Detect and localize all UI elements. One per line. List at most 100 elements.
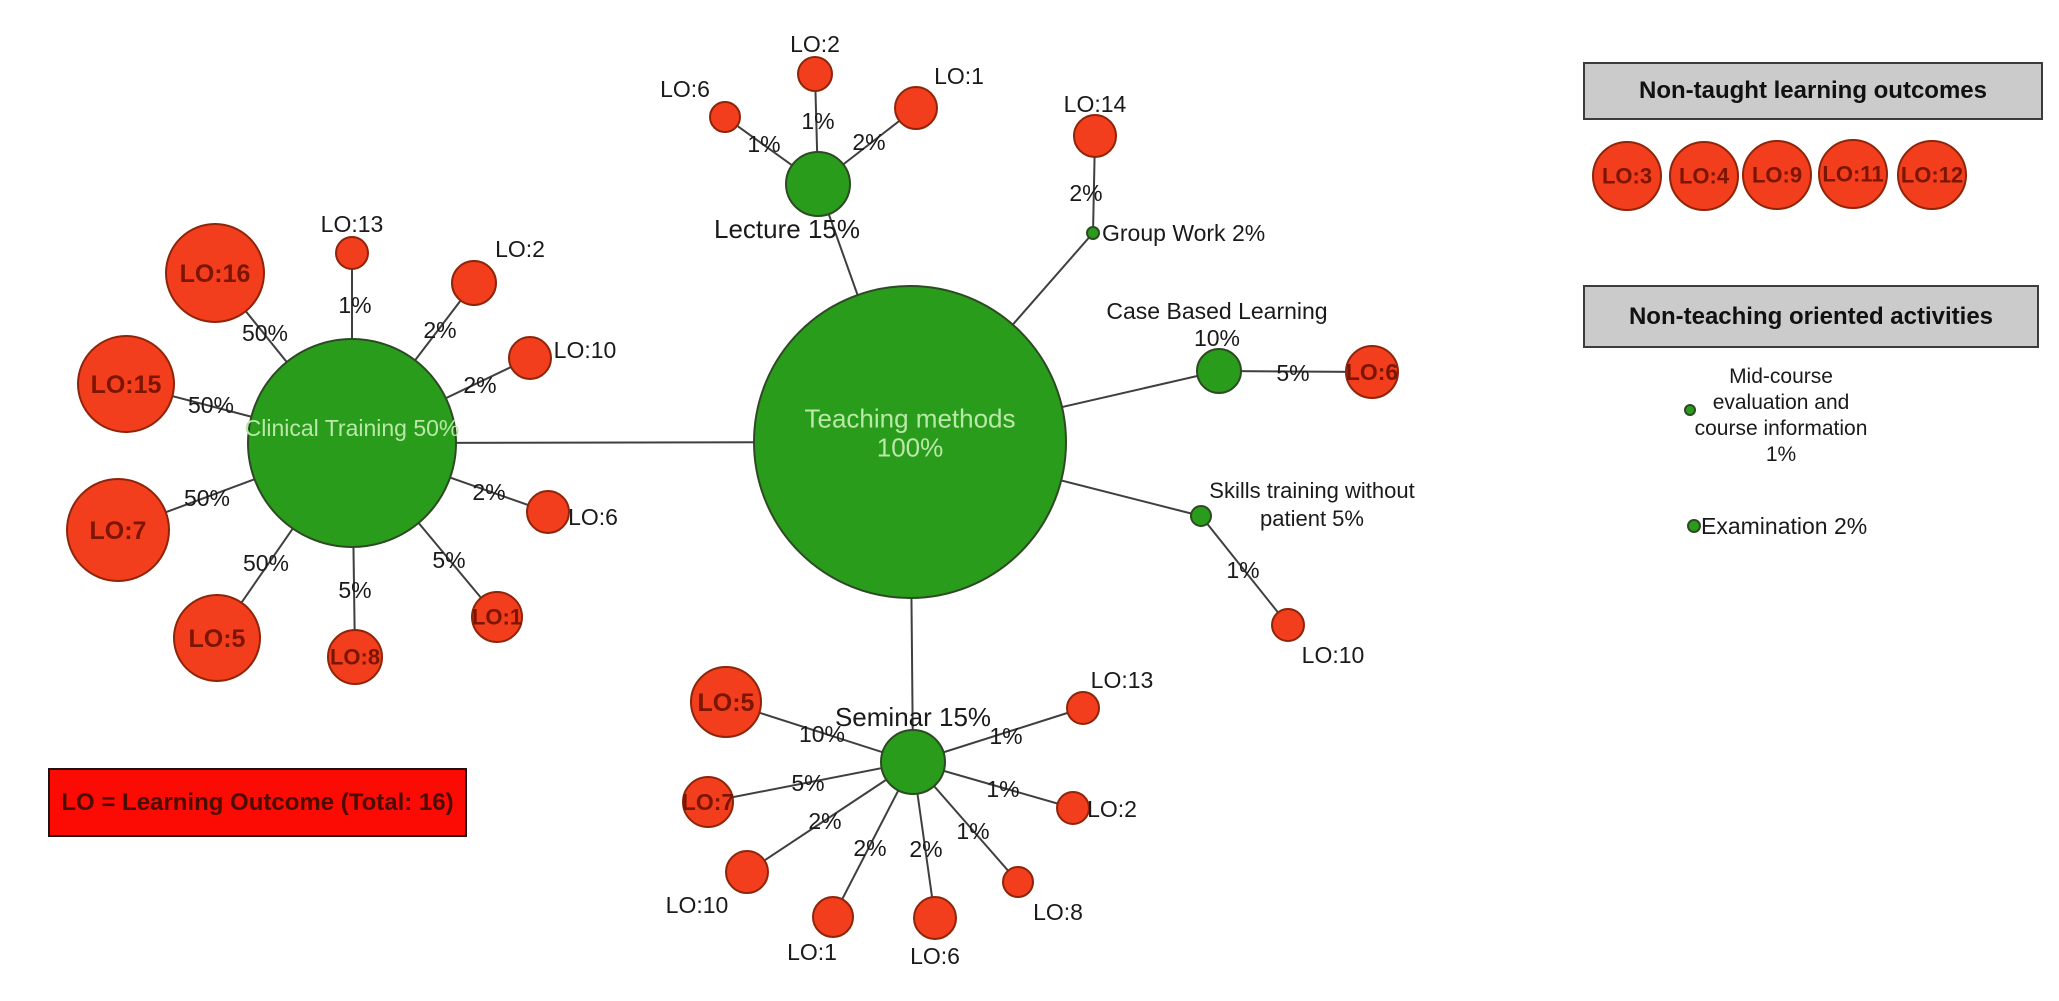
node-lo6-cbl — [1345, 345, 1399, 399]
node-ext-label-lo2-lecture: LO:2 — [790, 31, 840, 57]
edge-label-skills-lo10: 1% — [1226, 557, 1259, 583]
edge-label-clinical-lo13: 1% — [338, 292, 371, 318]
node-lecture — [785, 151, 851, 217]
node-lo10-seminar — [725, 850, 769, 894]
non-teaching-legend-box: Non-teaching oriented activities — [1583, 285, 2039, 348]
midcourse-text-0: Mid-course — [1729, 365, 1833, 388]
node-lo3-legend — [1592, 141, 1662, 211]
node-ext-label-lo6-clinical: LO:6 — [568, 504, 618, 530]
node-label-lo8-clinical: LO:8 — [330, 645, 380, 670]
node-midcourse-dot — [1684, 404, 1696, 416]
node-label-lo3-legend: LO:3 — [1602, 164, 1652, 189]
node-lo10-clinical — [508, 336, 552, 380]
edge-label-seminar-lo6: 2% — [909, 836, 942, 862]
node-ext-label-lo6-seminar: LO:6 — [910, 943, 960, 969]
node-label-teaching-methods-0: Teaching methods — [804, 404, 1015, 434]
non-taught-legend-box: Non-taught learning outcomes — [1583, 62, 2043, 120]
lo-note-box: LO = Learning Outcome (Total: 16) — [48, 768, 467, 837]
edge-label-clinical-lo16: 50% — [242, 320, 288, 346]
node-lo5-clinical — [173, 594, 261, 682]
node-lo16-clinical — [165, 223, 265, 323]
node-label-lo12-legend: LO:12 — [1901, 163, 1963, 188]
edge-seminar-lo7 — [707, 761, 914, 803]
node-lo13-seminar — [1066, 691, 1100, 725]
node-label-lo1-clinical: LO:1 — [472, 605, 522, 630]
edge-label-clinical-lo15: 50% — [188, 392, 234, 418]
edge-label-seminar-lo1: 2% — [853, 835, 886, 861]
node-lo6-clinical — [526, 490, 570, 534]
node-examination-dot — [1687, 519, 1701, 533]
node-label-lo5-clinical: LO:5 — [189, 625, 246, 653]
node-lo1-clinical — [471, 591, 523, 643]
node-lo15-clinical — [77, 335, 175, 433]
midcourse-text-1: evaluation and — [1713, 391, 1850, 414]
node-lo7-clinical — [66, 478, 170, 582]
edge-label-seminar-lo10: 2% — [808, 808, 841, 834]
node-lo6-lecture — [709, 101, 741, 133]
node-lo5-seminar — [690, 666, 762, 738]
node-lo8-clinical — [327, 629, 383, 685]
node-lo1-lecture — [894, 86, 938, 130]
node-label-teaching-methods-1: 100% — [877, 433, 944, 463]
node-lo2-lecture — [797, 56, 833, 92]
edge-label-seminar-lo7: 5% — [791, 770, 824, 796]
midcourse-text-2: course information — [1695, 417, 1868, 440]
node-ext-label-lo6-lecture: LO:6 — [660, 76, 710, 102]
non-taught-legend-title: Non-taught learning outcomes — [1639, 77, 1987, 104]
node-clinical-training — [247, 338, 457, 548]
edge-label-seminar-lo2: 1% — [986, 776, 1019, 802]
node-ext-label-lo10-skills: LO:10 — [1302, 642, 1365, 668]
node-label-lo5-seminar: LO:5 — [698, 689, 755, 717]
node-ext-label-seminar: Seminar 15% — [835, 702, 991, 732]
node-label-lo6-cbl: LO:6 — [1346, 359, 1398, 385]
node-ext-label-lo1-seminar: LO:1 — [787, 939, 837, 965]
edge-label-clinical-lo5: 50% — [243, 550, 289, 576]
node-lo1-seminar — [812, 896, 854, 938]
node-label-lo7-clinical: LO:7 — [90, 517, 147, 545]
node-group-work — [1086, 226, 1100, 240]
node-label-lo15-clinical: LO:15 — [91, 371, 162, 399]
node-case-based-learning — [1196, 348, 1242, 394]
edge-label-seminar-lo13: 1% — [989, 723, 1022, 749]
node-lo2-seminar — [1056, 791, 1090, 825]
node-lo14-groupwork — [1073, 114, 1117, 158]
node-lo4-legend — [1669, 141, 1739, 211]
node-ext-label-lo1-lecture: LO:1 — [934, 63, 984, 89]
node-lo10-skills — [1271, 608, 1305, 642]
node-ext-label-case-based-learning-1: 10% — [1194, 325, 1240, 351]
edge-label-seminar-lo8: 1% — [956, 818, 989, 844]
edge-label-clinical-lo1: 5% — [432, 547, 465, 573]
node-seminar — [880, 729, 946, 795]
edge-label-clinical-lo2: 2% — [423, 317, 456, 343]
node-ext-label-lo13-clinical: LO:13 — [321, 211, 384, 237]
edge-label-seminar-lo5: 10% — [799, 721, 845, 747]
node-ext-label-case-based-learning-0: Case Based Learning — [1106, 298, 1327, 324]
midcourse-text-3: 1% — [1766, 443, 1796, 466]
edge-label-clinical-lo10: 2% — [463, 372, 496, 398]
node-ext-label-lo13-seminar: LO:13 — [1091, 667, 1154, 693]
node-label-lo7-seminar: LO:7 — [682, 789, 734, 815]
node-ext-label-lo8-seminar: LO:8 — [1033, 899, 1083, 925]
edge-label-cbl-lo6: 5% — [1276, 360, 1309, 386]
node-ext-label-lo2-clinical: LO:2 — [495, 236, 545, 262]
edge-label-lecture-lo6: 1% — [747, 131, 780, 157]
node-teaching-methods — [753, 285, 1067, 599]
node-ext-label-skills-training-1: patient 5% — [1260, 506, 1364, 531]
edge-label-lecture-lo1: 2% — [852, 129, 885, 155]
node-label-lo9-legend: LO:9 — [1752, 163, 1802, 188]
node-lo9-legend — [1742, 140, 1812, 210]
node-ext-label-group-work: Group Work 2% — [1102, 220, 1265, 246]
examination-text: Examination 2% — [1701, 513, 1867, 539]
node-label-clinical-training: Clinical Training 50% — [245, 415, 460, 441]
node-ext-label-skills-training-0: Skills training without — [1209, 478, 1414, 503]
node-ext-label-lecture: Lecture 15% — [714, 214, 860, 244]
node-label-lo4-legend: LO:4 — [1679, 164, 1730, 189]
node-lo12-legend — [1897, 140, 1967, 210]
edge-label-groupwork-lo14: 2% — [1069, 180, 1102, 206]
node-label-lo11-legend: LO:11 — [1822, 162, 1883, 187]
node-lo2-clinical — [451, 260, 497, 306]
non-teaching-legend-title: Non-teaching oriented activities — [1628, 302, 1994, 330]
node-lo8-seminar — [1002, 866, 1034, 898]
lo-note-text: LO = Learning Outcome (Total: 16) — [61, 788, 454, 816]
